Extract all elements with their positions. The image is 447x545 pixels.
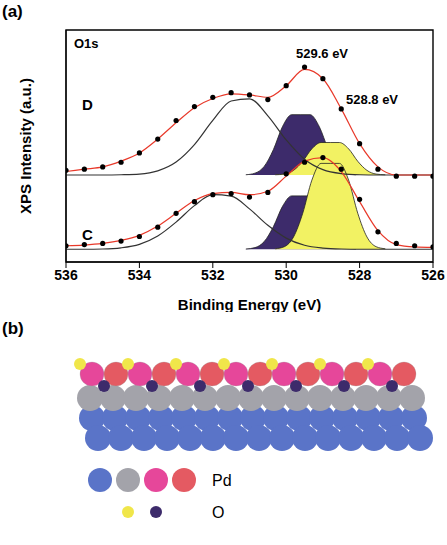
svg-text:536: 536 [54, 267, 78, 283]
svg-text:XPS Intensity (a.u.): XPS Intensity (a.u.) [17, 78, 34, 214]
svg-text:O: O [212, 504, 224, 521]
svg-text:Pd: Pd [212, 472, 232, 489]
html-text:528.8 eV: 528.8 eV [346, 92, 398, 107]
html-text:D: D [82, 96, 93, 113]
svg-text:(b): (b) [2, 319, 24, 338]
svg-text:534: 534 [128, 267, 152, 283]
svg-text:530: 530 [275, 267, 299, 283]
html-text:(a): (a) [2, 2, 23, 21]
html-text:O1s: O1s [74, 36, 99, 51]
svg-text:532: 532 [201, 267, 225, 283]
svg-text:528: 528 [348, 267, 372, 283]
svg-text:Binding Energy (eV): Binding Energy (eV) [178, 296, 321, 312]
html-text:529.6 eV: 529.6 eV [296, 46, 348, 61]
svg-text:526: 526 [421, 267, 445, 283]
html-text:C: C [82, 226, 93, 243]
